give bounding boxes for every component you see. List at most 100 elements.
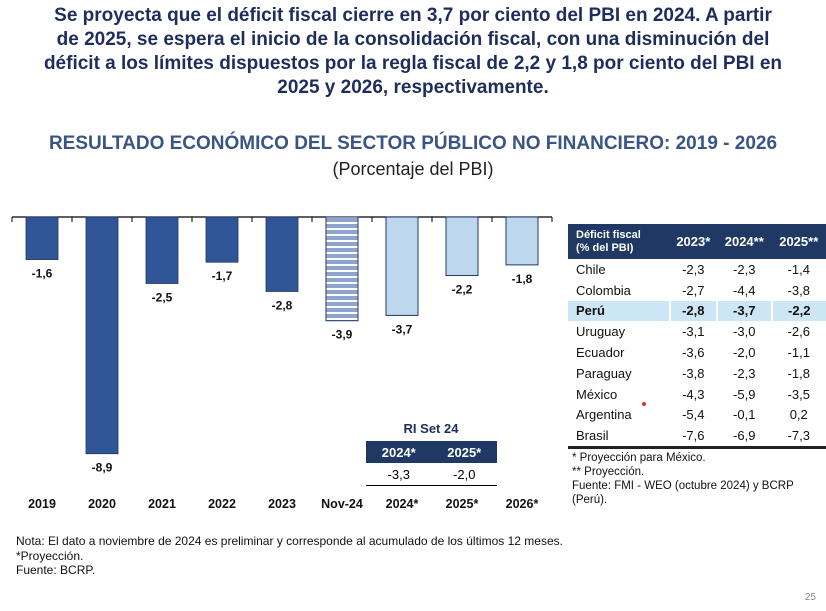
deficit-value: -2,3 — [733, 261, 756, 277]
deficit-value: -3,7 — [716, 300, 772, 322]
ri-value: -2,0 — [431, 463, 497, 486]
bar-nov-24 — [325, 216, 359, 322]
x-tick-label: 2024* — [386, 497, 419, 511]
bar-chart: -1,6 2019 -8,9 2020 -2,5 2021 -1,7 2022 -2,8 2023… — [11, 216, 553, 511]
deficit-value: -1,4 — [787, 261, 810, 277]
data-label: -1,8 — [512, 272, 533, 286]
x-tick-label: Nov-24 — [321, 497, 363, 511]
peer-table-notes: * Proyección para México. ** Proyección.… — [572, 451, 822, 507]
data-label: -1,7 — [212, 269, 233, 283]
country-name: Uruguay — [576, 324, 626, 340]
x-tick-label: 2020 — [88, 497, 116, 511]
data-label: -2,5 — [152, 291, 173, 305]
x-tick-label: 2023 — [268, 497, 296, 511]
bar-2019 — [25, 216, 59, 260]
deficit-value: -2,3 — [733, 365, 756, 381]
x-tick-label: 2019 — [28, 497, 56, 511]
deficit-value: -3,0 — [733, 324, 756, 340]
ri-header: 2025* — [431, 441, 497, 463]
peer-table-row: Brasil -7,6 -6,9 -7,3 — [568, 425, 826, 450]
deficit-value: -4,3 — [682, 386, 705, 402]
peer-note: Fuente: FMI - WEO (octubre 2024) y BCRP — [572, 480, 794, 492]
peer-table-row: Argentina -5,4 -0,1 0,2 — [568, 405, 826, 426]
peer-column-header: 2023* — [669, 224, 718, 259]
bar-2024 — [385, 216, 419, 316]
ri-row: -3,3 -2,0 — [366, 463, 497, 486]
deficit-value: -2,6 — [787, 324, 810, 340]
ri-table: 2024* 2025* -3,3 -2,0 — [366, 441, 497, 486]
peer-column-header: 2024** — [717, 224, 772, 259]
country-name: México — [576, 386, 618, 402]
deficit-value: -6,9 — [717, 425, 772, 450]
data-label: -2,8 — [272, 298, 293, 312]
deficit-value: -2,8 — [668, 300, 718, 322]
x-tick-label: 2022 — [208, 497, 236, 511]
deficit-value: -7,3 — [771, 425, 826, 450]
peer-table-row: Perú -2,8 -3,7 -2,2 — [568, 300, 826, 322]
bars-group: -1,6 2019 -8,9 2020 -2,5 2021 -1,7 2022 -2,8 2023… — [11, 216, 553, 511]
peer-note: * Proyección para México. — [572, 452, 706, 464]
bar-2021 — [145, 216, 179, 284]
peer-table-row: Colombia -2,7 -4,4 -3,8 — [568, 280, 826, 301]
country-name: Argentina — [576, 407, 632, 423]
deficit-value: -7,6 — [669, 425, 718, 450]
x-tick-label: 2026* — [506, 497, 539, 511]
footnote: Nota: El dato a noviembre de 2024 es pre… — [16, 534, 563, 548]
x-tick-label: 2021 — [148, 497, 176, 511]
data-label: -8,9 — [92, 461, 113, 475]
peer-table-row: Uruguay -3,1 -3,0 -2,6 — [568, 321, 826, 342]
headline-line: de 2025, se espera el inicio de la conso… — [56, 29, 770, 50]
deficit-value: -3,1 — [682, 324, 705, 340]
headline-line: 2025 y 2026, respectivamente. — [277, 77, 549, 98]
headline: Se proyecta que el déficit fiscal cierre… — [0, 4, 826, 100]
country-name: Ecuador — [576, 345, 625, 361]
data-label: -3,9 — [332, 328, 353, 342]
deficit-value: -3,8 — [787, 282, 810, 298]
deficit-value: -1,1 — [787, 345, 810, 361]
country-name: Brasil — [568, 425, 670, 450]
deficit-value: -2,0 — [733, 345, 756, 361]
deficit-value: -3,8 — [682, 365, 705, 381]
footnotes: Nota: El dato a noviembre de 2024 es pre… — [16, 534, 563, 578]
bar-2023 — [265, 216, 299, 292]
country-name: Perú — [568, 300, 670, 322]
data-label: -1,6 — [32, 267, 53, 281]
footnote: Fuente: BCRP. — [16, 563, 96, 577]
deficit-value: -3,6 — [682, 345, 705, 361]
bar-2022 — [205, 216, 239, 263]
peer-deficit-table: Déficit fiscal (% del PBI) 2023* 2024** … — [568, 224, 826, 450]
chart-title: RESULTADO ECONÓMICO DEL SECTOR PÚBLICO N… — [48, 133, 778, 154]
headline-line: Se proyecta que el déficit fiscal cierre… — [54, 5, 772, 26]
bar-2026 — [505, 216, 539, 266]
bar-2020 — [85, 216, 119, 455]
ri-value: -3,3 — [366, 463, 432, 486]
x-tick-label: 2025* — [446, 497, 479, 511]
deficit-value: 0,2 — [789, 407, 808, 423]
deficit-value: -2,3 — [682, 261, 705, 277]
deficit-value: -4,4 — [733, 282, 756, 298]
bar-2025 — [445, 216, 479, 277]
peer-table-row: Paraguay -3,8 -2,3 -1,8 — [568, 363, 826, 384]
peer-table-row: México -4,3 -5,9 -3,5 — [568, 384, 826, 405]
chart-subtitle: (Porcentaje del PBI) — [332, 159, 494, 179]
peer-note: (Perú). — [572, 494, 608, 506]
deficit-value: -5,4 — [682, 407, 705, 423]
header-line: Déficit fiscal — [576, 228, 641, 241]
headline-line: déficit a los límites dispuestos por la … — [43, 53, 783, 74]
country-name: Paraguay — [576, 365, 632, 381]
peer-table-header-label: Déficit fiscal (% del PBI) — [568, 224, 670, 259]
peer-table-row: Chile -2,3 -2,3 -1,4 — [568, 259, 826, 280]
deficit-value: -2,7 — [682, 282, 705, 298]
deficit-value: -3,5 — [787, 386, 810, 402]
peer-table-row: Ecuador -3,6 -2,0 -1,1 — [568, 342, 826, 363]
data-label: -3,7 — [392, 322, 413, 336]
footnote: *Proyección. — [16, 548, 84, 563]
page-number: 25 — [804, 592, 816, 603]
deficit-value: -0,1 — [733, 407, 756, 423]
ri-header: 2024* — [366, 441, 432, 463]
country-name: Chile — [576, 261, 606, 277]
peer-note: ** Proyección. — [572, 466, 645, 478]
ri-table-title: RI Set 24 — [403, 421, 459, 436]
red-dot-marker — [642, 402, 646, 406]
header-line: (% del PBI) — [576, 241, 634, 254]
